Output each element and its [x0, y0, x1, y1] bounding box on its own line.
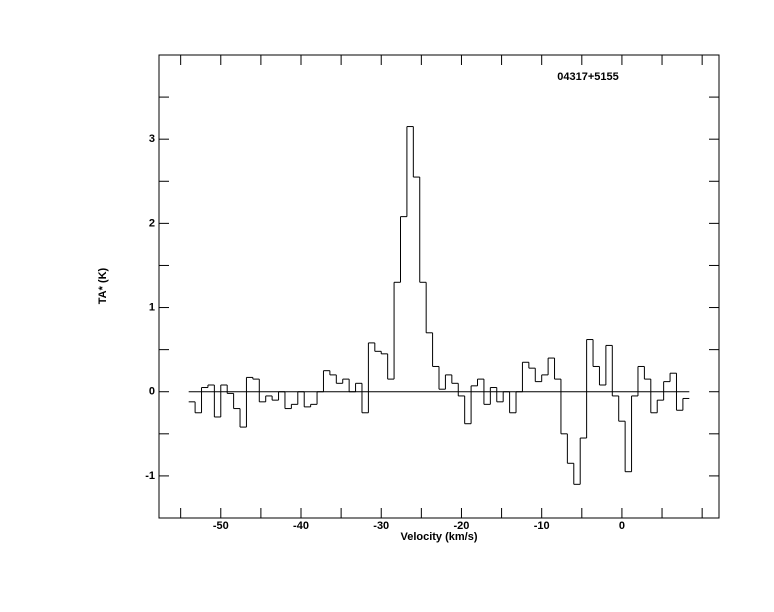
y-axis-label: TA* (K)	[97, 267, 109, 304]
y-tick-label: 3	[149, 133, 155, 145]
chart-title: 04317+5155	[557, 71, 618, 83]
y-tick-label: -1	[145, 470, 155, 482]
x-axis-label: Velocity (km/s)	[400, 531, 477, 543]
x-tick-label: -10	[534, 520, 550, 532]
y-tick-label: 1	[149, 301, 155, 313]
plot-frame	[158, 54, 720, 519]
x-tick-label: -50	[213, 520, 229, 532]
y-tick-label: 2	[149, 217, 155, 229]
x-tick-label: -20	[454, 520, 470, 532]
x-tick-label: -30	[373, 520, 389, 532]
x-tick-label: 0	[619, 520, 625, 532]
x-tick-label: -40	[293, 520, 309, 532]
y-tick-label: 0	[149, 386, 155, 398]
